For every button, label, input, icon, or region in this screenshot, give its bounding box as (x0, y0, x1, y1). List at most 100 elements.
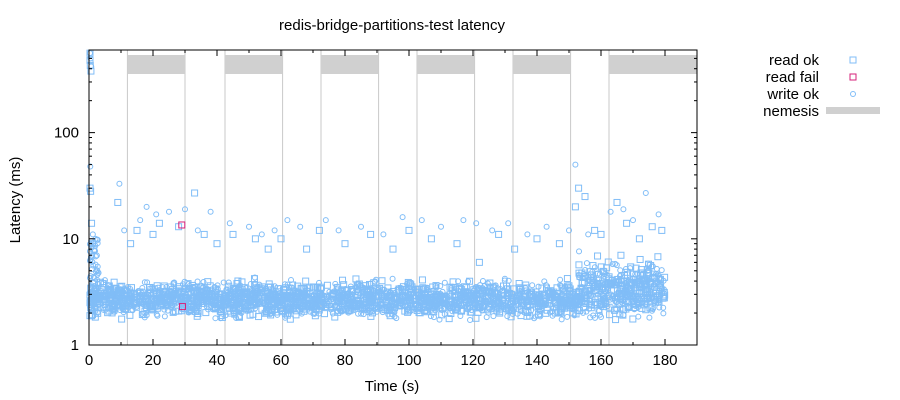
read-ok-point (415, 309, 423, 317)
write-ok-point (386, 292, 393, 299)
read-ok-point (492, 290, 500, 298)
read-ok-point (591, 226, 599, 234)
write-ok-point (226, 220, 233, 227)
read-ok-point (576, 293, 584, 301)
read-ok-point (119, 296, 127, 304)
read-ok-point (587, 275, 595, 283)
write-ok-point (604, 303, 611, 310)
read-ok-point (192, 287, 200, 295)
read-ok-point (420, 286, 428, 294)
nemesis-bar (513, 55, 571, 74)
read-ok-point (127, 240, 135, 248)
write-ok-point (271, 227, 278, 234)
write-ok-point (430, 314, 437, 321)
read-ok-point (350, 303, 358, 311)
read-ok-point (383, 306, 391, 314)
read-ok-point (414, 305, 422, 313)
write-ok-point (184, 294, 191, 301)
read-ok-point (407, 298, 415, 306)
read-ok-point (657, 283, 665, 291)
write-ok-point (656, 304, 663, 311)
write-ok-point (334, 307, 341, 314)
write-ok-point (586, 305, 593, 312)
write-ok-point (335, 227, 342, 234)
read-ok-point (309, 283, 317, 291)
write-ok-point (660, 304, 667, 311)
write-ok-point (438, 306, 445, 313)
read-ok-point (388, 305, 396, 313)
read-ok-point (99, 280, 107, 288)
write-ok-point (87, 163, 94, 170)
read-ok-point (349, 301, 357, 309)
write-ok-point (244, 290, 251, 297)
write-ok-point (505, 220, 512, 227)
write-ok-point (613, 305, 620, 312)
write-ok-point (154, 312, 161, 319)
write-ok-point (583, 260, 590, 267)
read-ok-point (623, 268, 631, 276)
write-ok-point (524, 231, 531, 238)
read-ok-point (108, 289, 116, 297)
read-ok-point (646, 294, 654, 302)
ticks-layer: 0 20 40 60 80 100 120 140 160 180 1 10 100 (54, 49, 697, 369)
read-ok-point (448, 284, 456, 292)
read-ok-point (340, 281, 348, 289)
write-ok-point (333, 289, 340, 296)
write-ok-point (141, 279, 148, 286)
write-ok-point (164, 307, 171, 314)
read-ok-point (186, 306, 194, 314)
legend-label-read-fail: read fail (766, 69, 819, 86)
write-ok-point (89, 294, 96, 301)
write-ok-point (618, 298, 625, 305)
read-ok-point (479, 294, 487, 302)
write-ok-point (92, 253, 99, 260)
read-ok-point (648, 223, 656, 231)
write-ok-point (380, 231, 387, 238)
write-ok-point (90, 262, 97, 269)
read-ok-point (453, 240, 461, 248)
write-ok-point (347, 283, 354, 290)
read-ok-point (632, 264, 640, 272)
read-ok-point (141, 307, 149, 315)
read-ok-point (563, 300, 571, 308)
write-ok-point (481, 283, 488, 290)
write-ok-point (417, 293, 424, 300)
write-ok-point (441, 279, 448, 286)
read-ok-point (484, 288, 492, 296)
read-ok-point (515, 280, 523, 288)
x-tick-label: 160 (588, 352, 613, 369)
write-ok-point (635, 313, 642, 320)
x-tick-label: 180 (652, 352, 677, 369)
write-ok-point (438, 223, 444, 230)
write-ok-point (636, 275, 643, 282)
write-ok-point (531, 315, 538, 322)
write-ok-point (471, 292, 478, 299)
x-tick-label: 100 (396, 352, 421, 369)
write-ok-point (655, 297, 662, 304)
write-ok-point (649, 263, 656, 270)
write-ok-point (327, 302, 334, 309)
read-ok-point (323, 281, 331, 289)
read-ok-point (619, 311, 627, 319)
read-ok-point (299, 299, 307, 307)
read-ok-point (511, 245, 519, 253)
read-ok-point (654, 253, 662, 261)
read-ok-point (389, 245, 397, 253)
write-ok-point (115, 302, 122, 309)
write-ok-point (420, 301, 427, 308)
read-ok-point (364, 288, 372, 296)
legend-marker-write-ok (850, 91, 856, 97)
write-ok-point (434, 302, 441, 309)
write-ok-point (166, 208, 172, 215)
write-ok-point (332, 280, 339, 287)
read-ok-point (582, 299, 590, 307)
write-ok-point (612, 260, 619, 267)
write-ok-point (456, 294, 463, 301)
read-ok-point (368, 309, 376, 317)
read-ok-point (474, 285, 482, 293)
write-ok-point (208, 303, 215, 310)
read-ok-point (331, 313, 339, 321)
write-ok-point (658, 267, 665, 274)
nemesis-bar (609, 55, 697, 74)
read-ok-point (415, 296, 423, 304)
